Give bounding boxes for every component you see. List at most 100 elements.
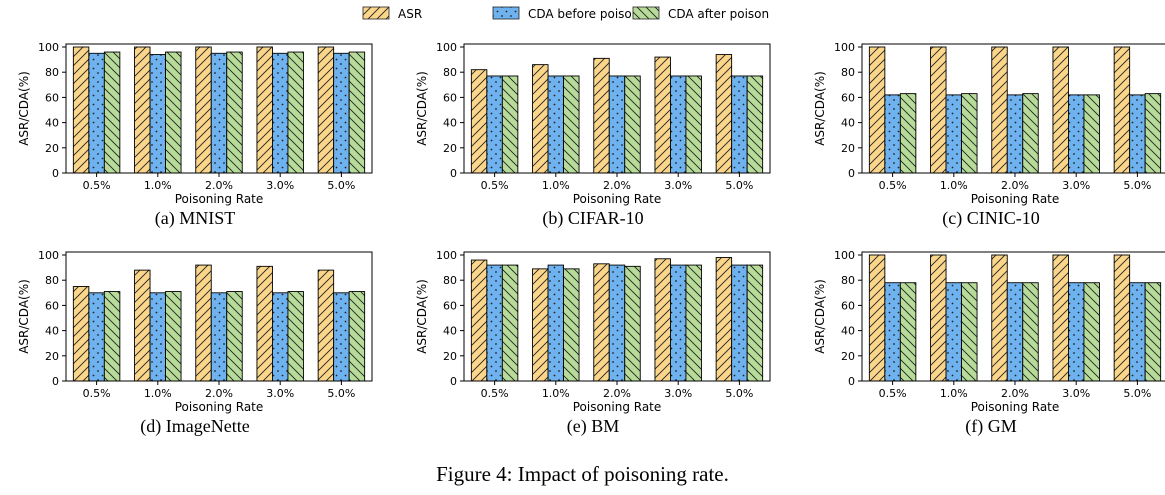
bar-chart: 0 20 40 60 80 100 0.5% 1.0% 2.0% 3.0% 5.0% Poisonin… [813, 249, 1165, 414]
plot-frame [65, 43, 373, 174]
y-axis-label: ASR/CDA(%) [17, 279, 31, 354]
plot-frame [463, 43, 771, 174]
bar-asr [470, 69, 488, 174]
y-tick-label: 100 [436, 41, 457, 54]
bar-cda-before-poison [945, 94, 963, 174]
bar-chart: 0 20 40 60 80 100 0.5% 1.0% 2.0% 3.0% 5.0% Poisonin… [813, 41, 1165, 206]
bar-cda-after-poison [961, 282, 978, 382]
bar-cda-before-poison [884, 94, 901, 174]
bar-cda-before-poison [149, 54, 167, 174]
bar-cda-after-poison [685, 75, 702, 174]
bar-asr [195, 46, 212, 174]
bar-cda-before-poison [88, 52, 105, 174]
bar-asr [532, 64, 549, 174]
bar-asr [72, 286, 90, 382]
x-tick-label: 2.0% [205, 179, 233, 192]
plot-frame [861, 251, 1165, 382]
legend-item-asr: ASR [362, 6, 422, 21]
bar-asr [1113, 254, 1131, 382]
y-axis-label: ASR/CDA(%) [415, 279, 429, 354]
y-tick-label: 80 [841, 66, 855, 79]
y-tick-label: 0 [52, 167, 59, 180]
bar-cda-before-poison [88, 292, 105, 382]
bar-cda-before-poison [1068, 94, 1085, 174]
x-axis-label: Poisoning Rate [573, 400, 662, 414]
x-tick-label: 1.0% [144, 179, 172, 192]
bar-asr [134, 269, 151, 382]
bar-cda-after-poison [1144, 282, 1162, 382]
bar-asr [256, 265, 273, 382]
bar-asr [654, 56, 671, 174]
bar-cda-after-poison [746, 264, 764, 382]
legend-item-cda-before-poison: CDA before poison [492, 6, 639, 21]
bar-chart: 0 20 40 60 80 100 0.5% 1.0% 2.0% 3.0% 5.0% Poisonin… [415, 249, 771, 414]
figure-caption: Figure 4: Impact of poisoning rate. [436, 462, 729, 486]
x-axis-label: Poisoning Rate [573, 192, 662, 206]
x-tick-label: 3.0% [1062, 179, 1090, 192]
bar-cda-before-poison [731, 264, 748, 382]
legend: ASR CDA before poison CDA after poison [362, 6, 769, 21]
y-tick-label: 0 [450, 167, 457, 180]
bar-asr [256, 46, 273, 174]
x-tick-label: 1.0% [940, 387, 968, 400]
legend-label: ASR [398, 7, 422, 21]
bar-cda-before-poison [547, 75, 565, 174]
subfigure-caption: (a) MNIST [154, 208, 236, 228]
bar-cda-before-poison [149, 292, 167, 382]
x-axis-label: Poisoning Rate [971, 400, 1060, 414]
bar-chart: 0 20 40 60 80 100 0.5% 1.0% 2.0% 3.0% 5.0% Poisonin… [17, 41, 373, 206]
bar-cda-after-poison [1144, 93, 1162, 174]
x-axis-label: Poisoning Rate [971, 192, 1060, 206]
legend-swatch [492, 6, 520, 20]
x-tick-label: 5.0% [1123, 179, 1151, 192]
bar-cda-after-poison [287, 291, 304, 382]
y-tick-label: 20 [841, 350, 855, 363]
bar-asr [1113, 46, 1131, 174]
bar-asr [991, 254, 1008, 382]
y-tick-label: 100 [834, 41, 855, 54]
bar-asr [991, 46, 1008, 174]
bar-cda-before-poison [1006, 94, 1024, 174]
y-tick-label: 20 [45, 350, 59, 363]
y-tick-label: 20 [443, 142, 457, 155]
bar-cda-after-poison [165, 51, 182, 174]
bar-asr [930, 254, 947, 382]
bar-cda-after-poison [563, 75, 580, 174]
x-tick-label: 0.5% [83, 179, 111, 192]
bar-cda-after-poison [899, 93, 917, 174]
y-tick-label: 40 [45, 117, 59, 130]
y-tick-label: 0 [52, 375, 59, 388]
bar-asr [593, 57, 610, 174]
y-tick-label: 60 [443, 91, 457, 104]
y-tick-label: 40 [841, 117, 855, 130]
chart-panel-1: 0 20 40 60 80 100 0.5% 1.0% 2.0% 3.0% 5.0% Poisonin… [10, 30, 380, 230]
x-tick-label: 0.5% [83, 387, 111, 400]
bar-cda-before-poison [670, 75, 687, 174]
x-tick-label: 3.0% [664, 387, 692, 400]
subfigure-caption: (d) ImageNette [140, 416, 250, 436]
bar-asr [317, 269, 335, 382]
bar-chart: 0 20 40 60 80 100 0.5% 1.0% 2.0% 3.0% 5.0% Poisonin… [415, 41, 771, 206]
y-tick-label: 0 [450, 375, 457, 388]
chart-panel-3: 0 20 40 60 80 100 0.5% 1.0% 2.0% 3.0% 5.0% Poisonin… [806, 30, 1165, 230]
chart-panel-4: 0 20 40 60 80 100 0.5% 1.0% 2.0% 3.0% 5.0% Poisonin… [10, 238, 380, 438]
bar-asr [868, 254, 886, 382]
y-tick-label: 60 [45, 91, 59, 104]
y-tick-label: 80 [841, 274, 855, 287]
bar-cda-before-poison [1006, 282, 1024, 382]
y-tick-label: 100 [436, 249, 457, 262]
x-tick-label: 2.0% [205, 387, 233, 400]
bar-asr [1052, 46, 1069, 174]
y-tick-label: 40 [45, 325, 59, 338]
bar-cda-before-poison [731, 75, 748, 174]
x-tick-label: 5.0% [327, 179, 355, 192]
x-tick-label: 1.0% [542, 387, 570, 400]
subfigure-caption: (f) GM [965, 416, 1017, 436]
y-tick-label: 0 [848, 375, 855, 388]
y-tick-label: 80 [45, 66, 59, 79]
x-tick-label: 1.0% [542, 179, 570, 192]
y-tick-label: 40 [443, 117, 457, 130]
bar-asr [930, 46, 947, 174]
bar-chart: 0 20 40 60 80 100 0.5% 1.0% 2.0% 3.0% 5.0% Poisonin… [17, 249, 373, 414]
bar-cda-after-poison [1022, 282, 1039, 382]
